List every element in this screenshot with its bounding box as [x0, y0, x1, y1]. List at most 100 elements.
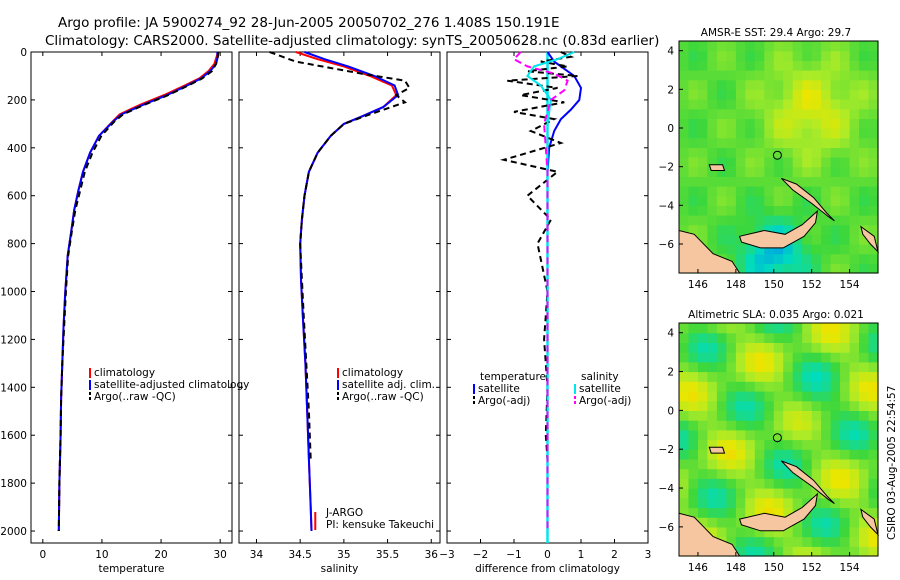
- map-cell: [754, 381, 765, 392]
- map-cell: [745, 186, 756, 197]
- map-cell: [707, 507, 718, 518]
- argo-position-marker: [772, 433, 782, 443]
- map-cell: [773, 41, 784, 52]
- map-cell: [811, 332, 822, 343]
- map-cell: [783, 468, 794, 479]
- map-cell: [726, 381, 737, 392]
- map-frame: [678, 40, 879, 274]
- map-cell: [679, 439, 690, 450]
- map-y-tick-label: −6: [659, 522, 675, 534]
- y-tick-label: 2000: [0, 526, 27, 538]
- map-cell: [840, 371, 851, 382]
- map-cell: [849, 128, 860, 139]
- map-cell: [868, 215, 879, 226]
- map-cell: [840, 263, 851, 274]
- map-cell: [764, 449, 775, 460]
- map-cell: [840, 468, 851, 479]
- map-cell: [868, 497, 879, 509]
- map-cell: [811, 361, 822, 373]
- map-cell: [811, 147, 822, 158]
- map-cell: [783, 391, 794, 402]
- map-cell: [868, 70, 879, 81]
- map-cell: [698, 478, 709, 489]
- map-cell: [840, 410, 851, 421]
- map-cell: [726, 205, 737, 216]
- map-cell: [773, 147, 784, 158]
- map-cell: [679, 478, 690, 489]
- map-cell: [745, 507, 756, 518]
- map-cell: [764, 488, 775, 499]
- map-cell: [849, 332, 860, 343]
- map-cell: [792, 400, 803, 411]
- map-cell: [707, 60, 718, 71]
- map-cell: [821, 176, 832, 187]
- map-cell: [773, 89, 784, 100]
- sla-map-title: Altimetric SLA: 0.035 Argo: 0.021: [688, 309, 864, 321]
- map-cell: [811, 50, 822, 61]
- legend-entry: Argo(-adj): [579, 395, 631, 407]
- map-cell: [792, 128, 803, 139]
- map-cell: [840, 439, 851, 450]
- map-cell: [707, 195, 718, 206]
- legend-entry: temperature: [480, 371, 546, 383]
- map-cell: [764, 79, 775, 90]
- map-cell: [745, 478, 756, 489]
- map-cell: [764, 137, 775, 148]
- map-cell: [859, 244, 870, 255]
- map-cell: [735, 439, 746, 450]
- map-cell: [754, 468, 765, 479]
- map-x-tick-label: 152: [802, 279, 822, 291]
- map-cell: [726, 478, 737, 489]
- map-cell: [754, 439, 765, 450]
- map-cell: [707, 147, 718, 158]
- map-cell: [773, 50, 784, 61]
- map-cell: [830, 176, 841, 187]
- map-cell: [679, 89, 690, 100]
- map-cell: [773, 536, 784, 547]
- map-cell: [849, 99, 860, 110]
- map-cell: [868, 157, 879, 168]
- map-cell: [783, 128, 794, 139]
- map-cell: [716, 41, 727, 52]
- map-cell: [745, 166, 756, 177]
- map-cell: [792, 439, 803, 450]
- map-cell: [849, 546, 860, 557]
- map-cell: [754, 478, 765, 489]
- map-cell: [840, 60, 851, 71]
- map-cell: [830, 488, 841, 499]
- map-cell: [707, 332, 718, 343]
- legend-entry: Argo(..raw -QC): [342, 391, 424, 403]
- map-cell: [783, 507, 794, 518]
- map-cell: [773, 371, 784, 382]
- map-cell: [716, 507, 727, 518]
- map-cell: [698, 381, 709, 392]
- map-cell: [792, 391, 803, 402]
- x-tick-label: 34.5: [288, 549, 311, 561]
- map-cell: [840, 449, 851, 460]
- map-cell: [821, 157, 832, 168]
- map-cell: [716, 420, 727, 431]
- map-cell: [764, 50, 775, 61]
- map-cell: [764, 332, 775, 343]
- map-cell: [698, 420, 709, 431]
- map-cell: [754, 332, 765, 343]
- map-cell: [688, 420, 699, 431]
- map-cell: [773, 70, 784, 81]
- map-cell: [830, 458, 841, 470]
- map-cell: [830, 546, 841, 557]
- map-cell: [840, 429, 851, 441]
- map-cell: [783, 60, 794, 71]
- map-cell: [830, 128, 841, 139]
- map-cell: [745, 263, 756, 274]
- map-cell: [840, 332, 851, 343]
- map-cell: [679, 147, 690, 158]
- map-cell: [754, 263, 765, 274]
- map-cell: [726, 253, 737, 264]
- map-cell: [783, 361, 794, 373]
- map-cell: [754, 546, 765, 557]
- map-cell: [840, 507, 851, 518]
- map-cell: [868, 400, 879, 411]
- map-cell: [840, 526, 851, 538]
- map-cell: [830, 410, 841, 421]
- map-cell: [773, 79, 784, 90]
